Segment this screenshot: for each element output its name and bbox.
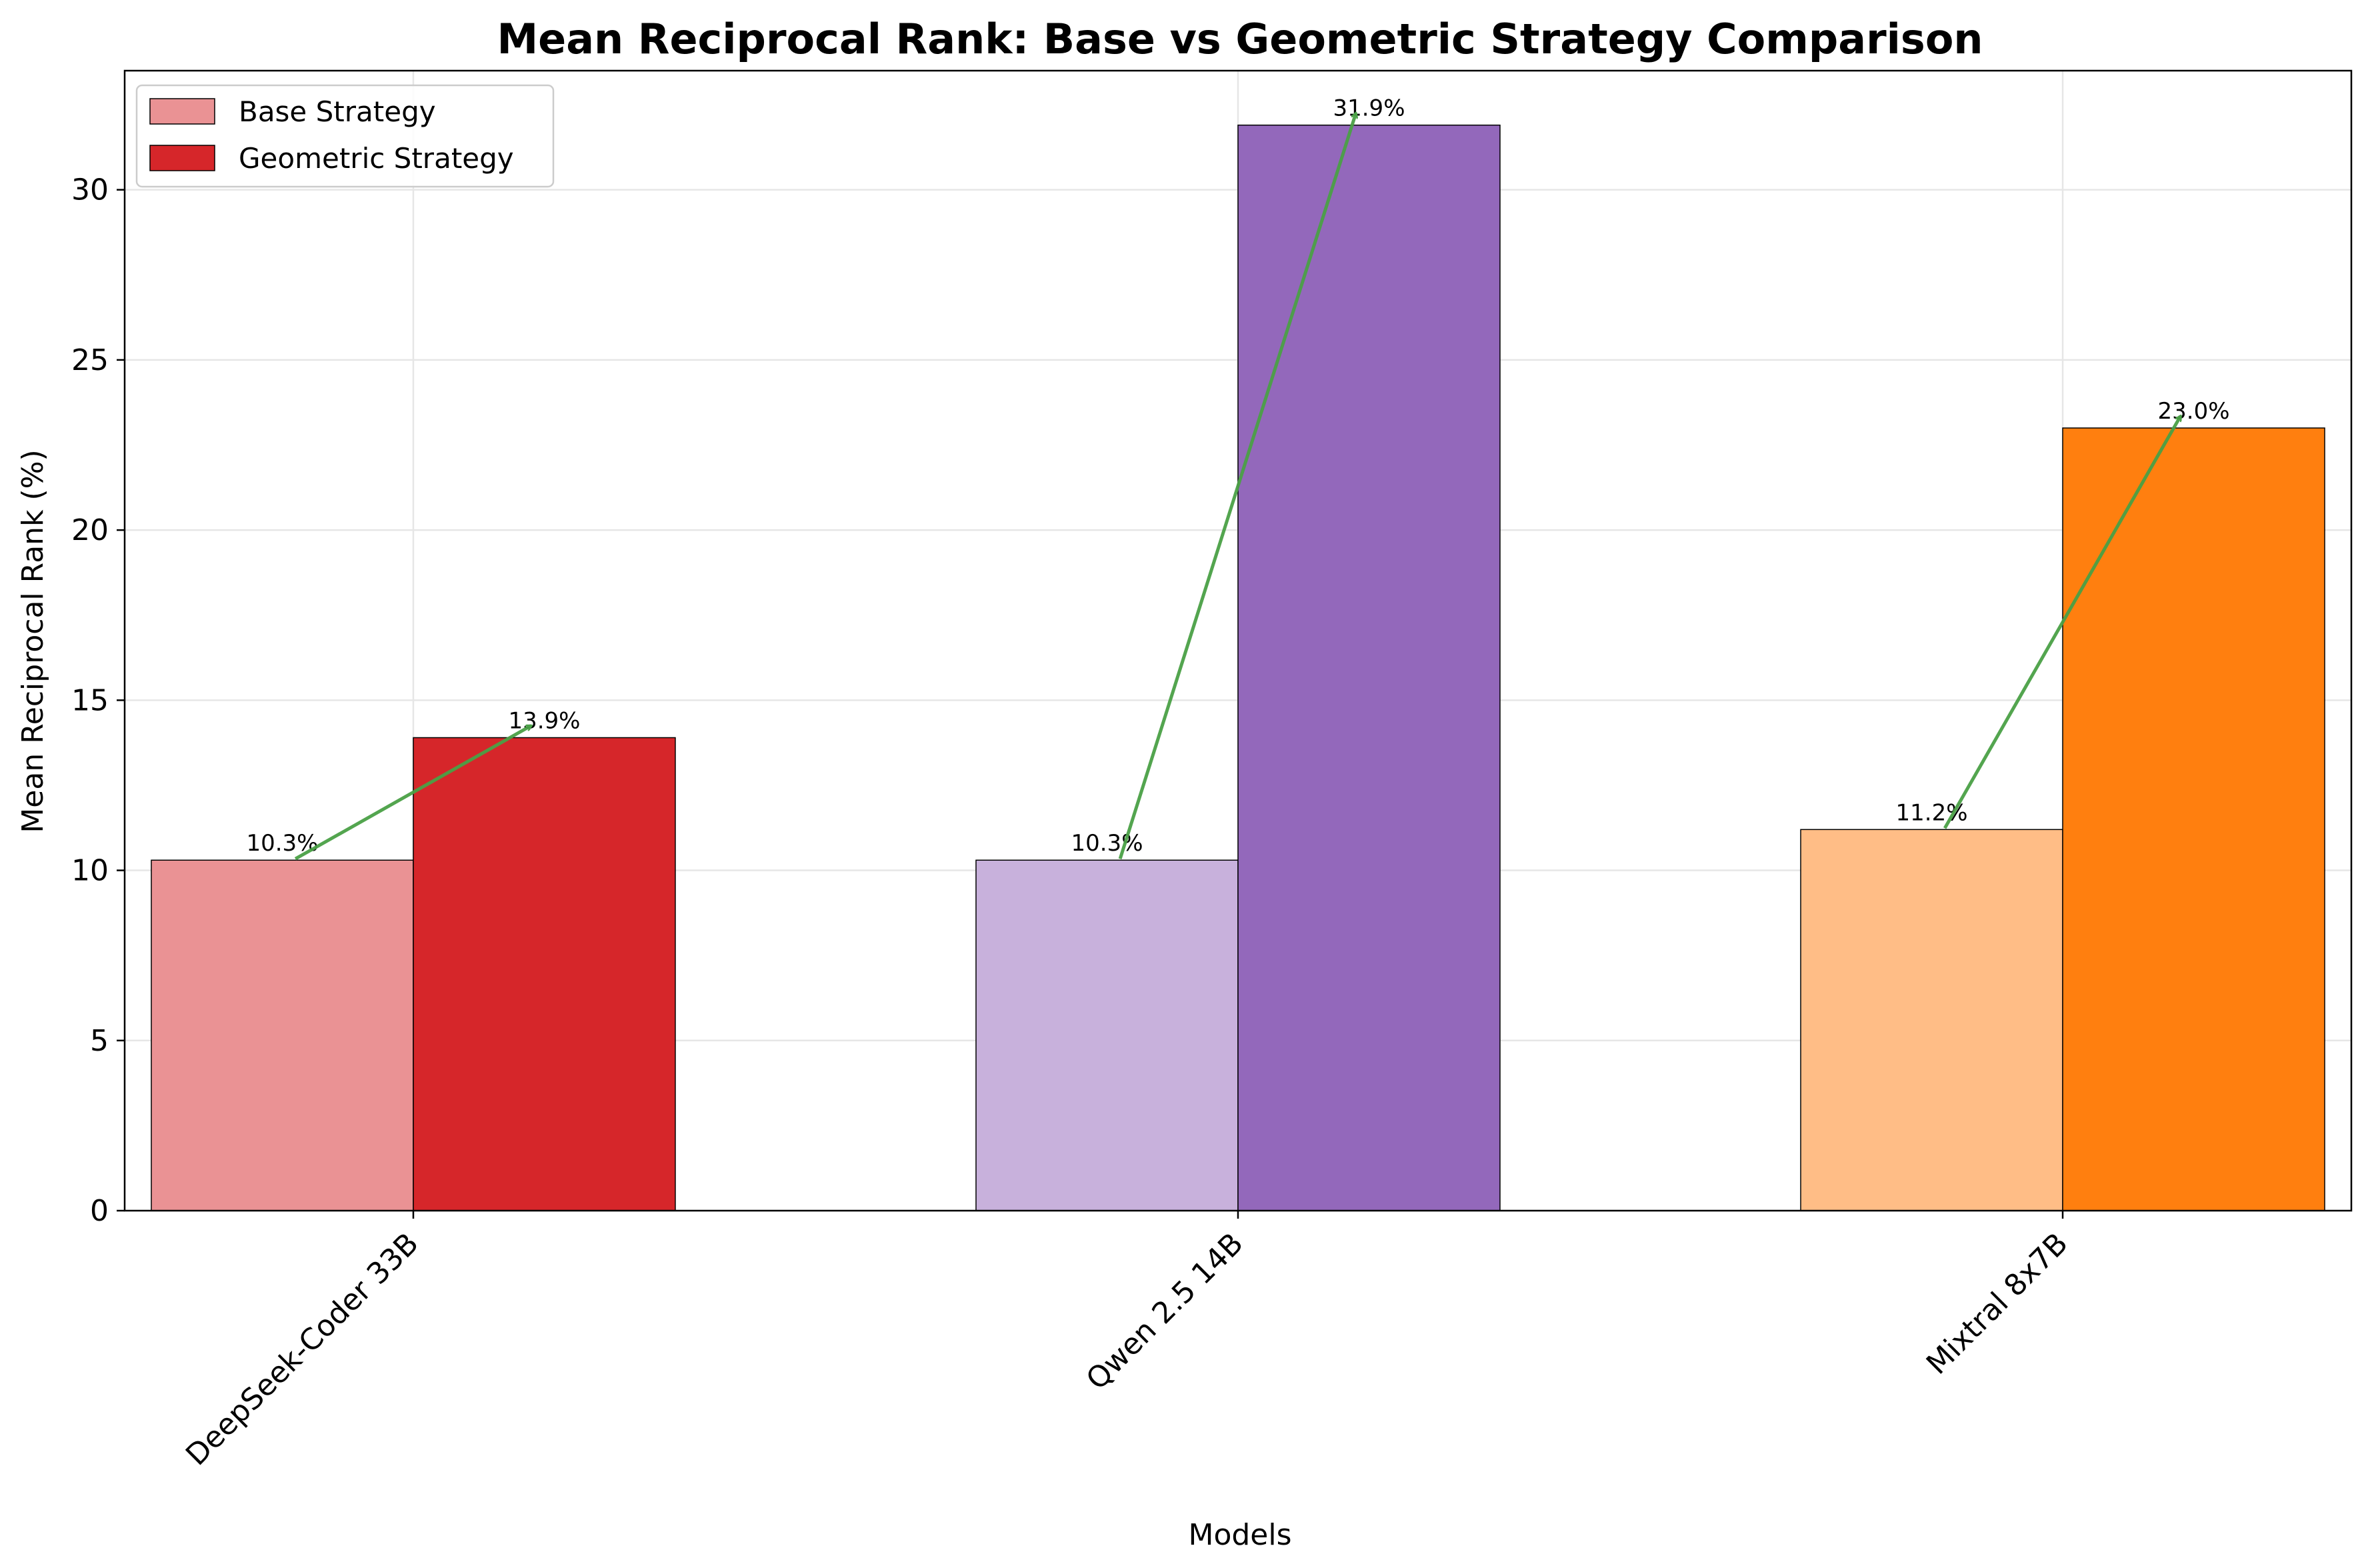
data-label: 23.0% — [2158, 398, 2230, 425]
chart-title: Mean Reciprocal Rank: Base vs Geometric … — [497, 15, 1983, 63]
improvement-arrows — [294, 113, 2183, 861]
y-tick-label: 25 — [71, 343, 109, 377]
bars — [151, 124, 2325, 1211]
legend-swatch-geometric — [149, 145, 215, 171]
x-axis-label: Models — [1188, 1518, 1291, 1552]
bar-geometric — [413, 737, 676, 1211]
improvement-arrow — [1118, 113, 1356, 859]
x-tick-label: Qwen 2.5 14B — [1080, 1227, 1250, 1397]
y-tick-label: 20 — [71, 513, 109, 547]
data-labels: 10.3% 10.3%11.2%13.9%31.9%23.0% — [246, 95, 2229, 857]
y-tick-label: 10 — [71, 854, 109, 888]
bar-base — [151, 859, 414, 1211]
bar-geometric — [1237, 124, 1501, 1211]
bar-base — [1800, 829, 2063, 1211]
bar-geometric — [2062, 427, 2325, 1211]
tick-labels: 0 5 10 15 20 25 30 DeepSeek-Coder 33B Qwen 2.5 1… — [71, 173, 2075, 1473]
improvement-arrow — [1943, 416, 2183, 829]
y-tick-label: 30 — [71, 173, 109, 207]
x-tick-label: DeepSeek-Coder 33B — [179, 1227, 425, 1473]
data-label: 13.9% — [508, 707, 580, 734]
legend-label-base: Base Strategy — [239, 95, 436, 128]
y-tick-label: 15 — [71, 683, 109, 717]
data-label: 31.9% — [1333, 95, 1405, 122]
x-tick-label: Mixtral 8x7B — [1920, 1227, 2075, 1381]
data-label: 10.3% — [1071, 830, 1143, 857]
legend-frame — [135, 84, 555, 188]
legend-label-geometric: Geometric Strategy — [239, 142, 514, 175]
y-tick-label: 0 — [90, 1194, 109, 1228]
y-tick-label: 5 — [90, 1024, 109, 1058]
data-label: 11.2% — [1896, 799, 1968, 826]
legend-swatch-base — [149, 98, 215, 125]
bar-base — [975, 859, 1239, 1211]
legend: Base Strategy Geometric Strategy — [135, 84, 555, 188]
y-axis-label: Mean Reciprocal Rank (%) — [16, 449, 50, 833]
improvement-arrow — [294, 724, 531, 861]
